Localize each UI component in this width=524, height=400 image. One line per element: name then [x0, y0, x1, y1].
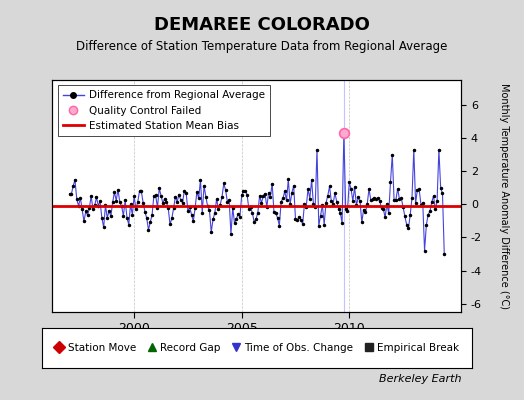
- Legend: Station Move, Record Gap, Time of Obs. Change, Empirical Break: Station Move, Record Gap, Time of Obs. C…: [50, 339, 464, 357]
- Legend: Difference from Regional Average, Quality Control Failed, Estimated Station Mean: Difference from Regional Average, Qualit…: [58, 85, 270, 136]
- Y-axis label: Monthly Temperature Anomaly Difference (°C): Monthly Temperature Anomaly Difference (…: [499, 83, 509, 309]
- Text: Difference of Station Temperature Data from Regional Average: Difference of Station Temperature Data f…: [77, 40, 447, 53]
- Text: Berkeley Earth: Berkeley Earth: [379, 374, 461, 384]
- Text: DEMAREE COLORADO: DEMAREE COLORADO: [154, 16, 370, 34]
